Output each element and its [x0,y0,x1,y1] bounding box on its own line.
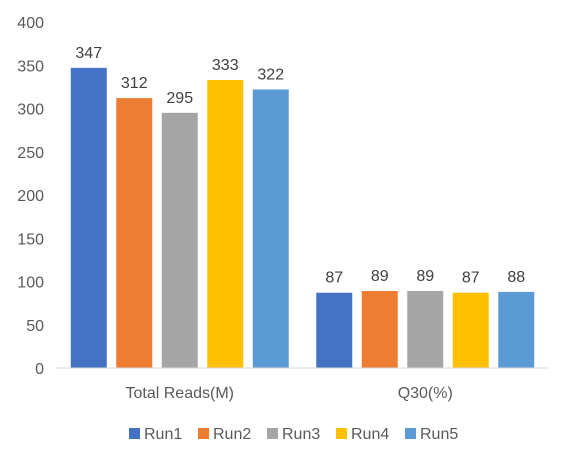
data-label: 87 [325,270,343,287]
legend-swatch-run2 [198,428,209,439]
legend-label-run3: Run3 [282,426,320,443]
x-axis-categories: Total Reads(M) Q30(%) [126,385,453,402]
legend-swatch-run3 [267,428,278,439]
bar-run4-2 [452,292,489,368]
data-label: 312 [121,75,148,92]
bar-run1-1 [70,67,107,368]
y-tick-label: 150 [17,231,44,248]
data-labels: 347 312 295 333 322 87 89 89 87 88 [75,45,525,287]
y-tick-label: 0 [35,361,44,378]
bar-run5-2 [498,291,535,368]
data-label: 295 [166,90,193,107]
y-tick-label: 350 [17,58,44,75]
data-label: 333 [212,57,239,74]
bar-run2-1 [116,98,153,369]
data-label: 322 [257,66,284,83]
bar-series [70,67,535,369]
y-axis-ticks: 0 50 100 150 200 250 300 350 400 [17,15,44,378]
x-category-label: Q30(%) [398,385,453,402]
data-label: 87 [462,270,480,287]
data-label: 88 [507,269,525,286]
bar-run3-2 [407,291,444,368]
legend-swatch-run1 [129,428,140,439]
y-tick-label: 300 [17,102,44,119]
bar-run4-1 [207,79,244,368]
bar-run1-2 [316,292,353,368]
y-tick-label: 250 [17,145,44,162]
legend-label-run1: Run1 [144,426,182,443]
x-category-label: Total Reads(M) [126,385,234,402]
legend-swatch-run5 [405,428,416,439]
legend-label-run2: Run2 [213,426,251,443]
legend-swatch-run4 [336,428,347,439]
y-tick-label: 200 [17,188,44,205]
data-label: 89 [416,268,434,285]
y-tick-label: 50 [26,318,44,335]
legend: Run1 Run2 Run3 Run4 Run5 [129,426,458,443]
y-tick-label: 100 [17,275,44,292]
data-label: 347 [75,45,102,62]
bar-run5-1 [252,89,289,368]
data-label: 89 [371,268,389,285]
bar-run3-1 [161,112,198,368]
bar-run2-2 [361,291,398,368]
y-tick-label: 400 [17,15,44,32]
legend-label-run4: Run4 [351,426,389,443]
legend-label-run5: Run5 [420,426,458,443]
